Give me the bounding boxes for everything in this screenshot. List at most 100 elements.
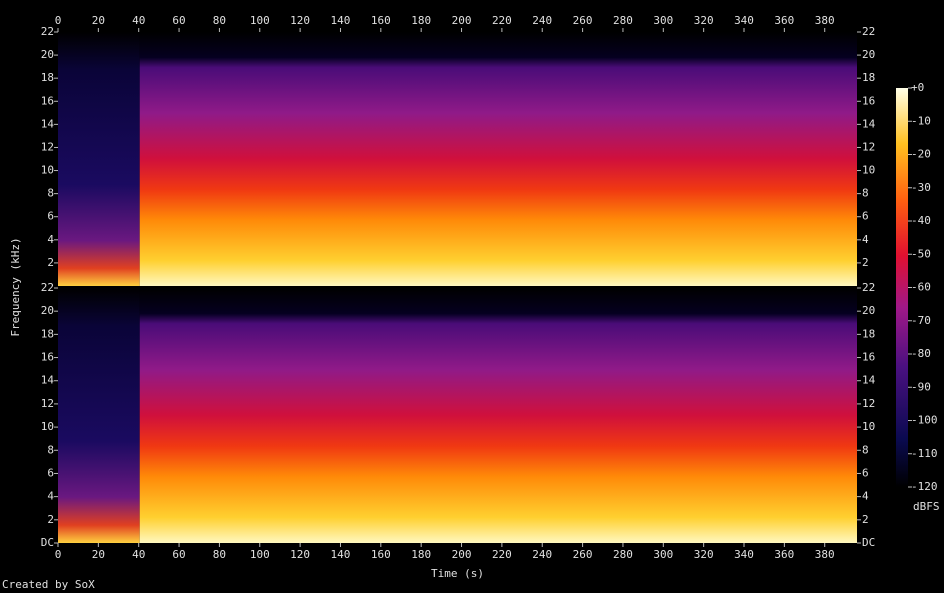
x-tick-label: 160	[371, 14, 391, 27]
colorbar-tick-label: -110	[911, 447, 938, 460]
y-tick-label: 6	[862, 466, 869, 479]
x-tick-label: 60	[172, 548, 185, 561]
x-tick-label: 260	[573, 14, 593, 27]
x-tick-label: 260	[573, 548, 593, 561]
colorbar-tick-label: -20	[911, 148, 931, 161]
y-tick-label: 16	[41, 94, 54, 107]
x-tick-label: 80	[213, 14, 226, 27]
x-tick-label: 380	[815, 548, 835, 561]
colorbar-tick-label: -30	[911, 181, 931, 194]
y-tick-label: 16	[862, 94, 875, 107]
x-tick-label: 220	[492, 548, 512, 561]
x-tick-label: 180	[411, 14, 431, 27]
x-tick-label: 100	[250, 548, 270, 561]
y-tick-label: 18	[41, 71, 54, 84]
x-axis-label: Time (s)	[431, 567, 484, 580]
x-tick-label: 100	[250, 14, 270, 27]
y-tick-label: 16	[862, 351, 875, 364]
x-tick-label: 20	[92, 548, 105, 561]
colorbar-label: dBFS	[913, 500, 940, 513]
y-tick-label: 10	[862, 164, 875, 177]
spectrum-main	[139, 32, 857, 286]
y-tick-label: 20	[41, 48, 54, 61]
y-tick-label: 2	[862, 256, 869, 269]
spectrum-intro	[58, 288, 140, 543]
y-tick-label: 14	[41, 117, 55, 130]
x-tick-label: 340	[734, 14, 754, 27]
x-tick-label: 320	[694, 548, 714, 561]
x-tick-label: 200	[452, 14, 472, 27]
x-tick-label: 360	[774, 14, 794, 27]
y-tick-label: 4	[47, 233, 54, 246]
y-tick-label: 22	[862, 281, 875, 294]
spectrum-main	[139, 288, 857, 543]
y-tick-label: 20	[862, 48, 875, 61]
y-tick-label: 16	[41, 351, 54, 364]
y-tick-label: 4	[862, 233, 869, 246]
y-tick-label: 8	[862, 187, 869, 200]
y-tick-label: 8	[47, 187, 54, 200]
x-tick-label: 120	[290, 548, 310, 561]
colorbar-tick-label: -100	[911, 414, 938, 427]
y-tick-label: 8	[862, 443, 869, 456]
spectrum-intro	[58, 32, 140, 286]
x-tick-label: 280	[613, 548, 633, 561]
y-tick-label: 12	[41, 397, 54, 410]
y-tick-label: 10	[41, 164, 54, 177]
y-tick-label: 18	[862, 71, 875, 84]
y-axis-label: Frequency (kHz)	[9, 237, 22, 336]
x-tick-label: 200	[452, 548, 472, 561]
x-tick-label: 140	[331, 548, 351, 561]
y-tick-label: 14	[862, 117, 876, 130]
x-tick-label: 0	[55, 14, 62, 27]
y-tick-label: 22	[41, 25, 54, 38]
x-tick-label: 40	[132, 14, 145, 27]
colorbar-tick-label: +0	[911, 81, 924, 94]
x-tick-label: 380	[815, 14, 835, 27]
x-tick-label: 20	[92, 14, 105, 27]
footer: Created by SoX	[2, 578, 95, 591]
colorbar-tick-label: -40	[911, 214, 931, 227]
y-tick-label: DC	[41, 536, 54, 549]
y-tick-label: 6	[47, 466, 54, 479]
y-tick-label: 2	[47, 513, 54, 526]
x-tick-label: 80	[213, 548, 226, 561]
x-tick-label: 240	[532, 548, 552, 561]
y-tick-label: 2	[47, 256, 54, 269]
x-tick-label: 300	[653, 14, 673, 27]
x-tick-label: 240	[532, 14, 552, 27]
x-tick-label: 220	[492, 14, 512, 27]
colorbar-tick-label: -70	[911, 314, 931, 327]
colorbar-tick-label: -80	[911, 347, 931, 360]
y-tick-label: 10	[862, 420, 875, 433]
y-tick-label: 20	[862, 304, 875, 317]
y-tick-label: 10	[41, 420, 54, 433]
x-tick-label: 300	[653, 548, 673, 561]
x-tick-label: 160	[371, 548, 391, 561]
x-tick-label: 280	[613, 14, 633, 27]
colorbar-tick-label: -10	[911, 114, 931, 127]
y-tick-label: 18	[41, 327, 54, 340]
y-tick-label: DC	[862, 536, 875, 549]
x-tick-label: 0	[55, 548, 62, 561]
x-tick-label: 120	[290, 14, 310, 27]
colorbar-tick-label: -50	[911, 247, 931, 260]
y-tick-label: 4	[47, 490, 54, 503]
y-tick-label: 14	[862, 374, 876, 387]
y-tick-label: 12	[41, 140, 54, 153]
y-tick-label: 6	[862, 210, 869, 223]
x-tick-label: 60	[172, 14, 185, 27]
y-tick-label: 4	[862, 490, 869, 503]
y-tick-label: 2	[862, 513, 869, 526]
x-tick-label: 40	[132, 548, 145, 561]
y-tick-label: 20	[41, 304, 54, 317]
x-tick-label: 140	[331, 14, 351, 27]
y-tick-label: 12	[862, 397, 875, 410]
x-tick-label: 360	[774, 548, 794, 561]
colorbar-tick-label: -90	[911, 380, 931, 393]
colorbar	[896, 88, 908, 487]
x-tick-label: 320	[694, 14, 714, 27]
colorbar-tick-label: -60	[911, 281, 931, 294]
y-tick-label: 8	[47, 443, 54, 456]
